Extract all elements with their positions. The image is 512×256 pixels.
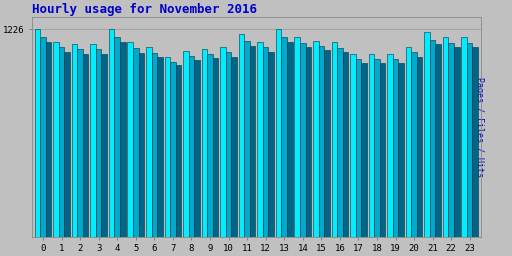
Bar — [473, 47, 478, 237]
Bar — [361, 63, 367, 237]
Bar — [109, 29, 115, 237]
Bar — [313, 41, 318, 237]
Bar — [263, 47, 268, 237]
Bar — [318, 46, 324, 237]
Bar — [369, 54, 374, 237]
Bar — [72, 44, 77, 237]
Bar — [324, 50, 330, 237]
Bar — [231, 57, 237, 237]
Bar — [244, 41, 250, 237]
Bar — [443, 37, 449, 237]
Bar — [213, 58, 218, 237]
Bar — [268, 51, 274, 237]
Bar — [35, 29, 40, 237]
Bar — [146, 47, 152, 237]
Bar — [258, 42, 263, 237]
Bar — [226, 52, 231, 237]
Bar — [282, 37, 287, 237]
Bar — [139, 53, 144, 237]
Y-axis label: Pages / Files / Hits: Pages / Files / Hits — [475, 77, 484, 177]
Bar — [356, 59, 361, 237]
Bar — [250, 46, 255, 237]
Bar — [393, 59, 398, 237]
Bar — [40, 37, 46, 237]
Bar — [164, 58, 170, 237]
Bar — [90, 44, 96, 237]
Bar — [65, 52, 70, 237]
Bar — [115, 37, 120, 237]
Bar — [239, 34, 244, 237]
Bar — [133, 48, 139, 237]
Bar — [300, 43, 306, 237]
Bar — [343, 52, 348, 237]
Bar — [380, 63, 386, 237]
Bar — [96, 49, 101, 237]
Bar — [202, 49, 207, 237]
Bar — [59, 47, 65, 237]
Bar — [127, 42, 133, 237]
Bar — [417, 57, 422, 237]
Bar — [157, 58, 163, 237]
Bar — [183, 51, 188, 237]
Bar — [53, 42, 59, 237]
Bar — [83, 54, 89, 237]
Bar — [120, 42, 125, 237]
Bar — [454, 47, 459, 237]
Bar — [331, 42, 337, 237]
Bar — [406, 47, 411, 237]
Bar — [220, 47, 226, 237]
Bar — [77, 49, 83, 237]
Bar — [430, 40, 435, 237]
Bar — [350, 54, 356, 237]
Bar — [411, 52, 417, 237]
Bar — [207, 54, 213, 237]
Bar — [306, 47, 311, 237]
Bar — [194, 60, 200, 237]
Bar — [152, 53, 157, 237]
Bar — [287, 42, 292, 237]
Bar — [46, 42, 51, 237]
Bar — [176, 65, 181, 237]
Bar — [170, 62, 176, 237]
Bar — [467, 43, 473, 237]
Bar — [337, 48, 343, 237]
Text: Hourly usage for November 2016: Hourly usage for November 2016 — [32, 3, 257, 16]
Bar — [435, 44, 441, 237]
Bar — [101, 54, 107, 237]
Bar — [374, 59, 380, 237]
Bar — [276, 29, 282, 237]
Bar — [461, 37, 467, 237]
Bar — [294, 37, 300, 237]
Bar — [424, 32, 430, 237]
Bar — [449, 43, 454, 237]
Bar — [387, 54, 393, 237]
Bar — [188, 56, 194, 237]
Bar — [398, 63, 404, 237]
